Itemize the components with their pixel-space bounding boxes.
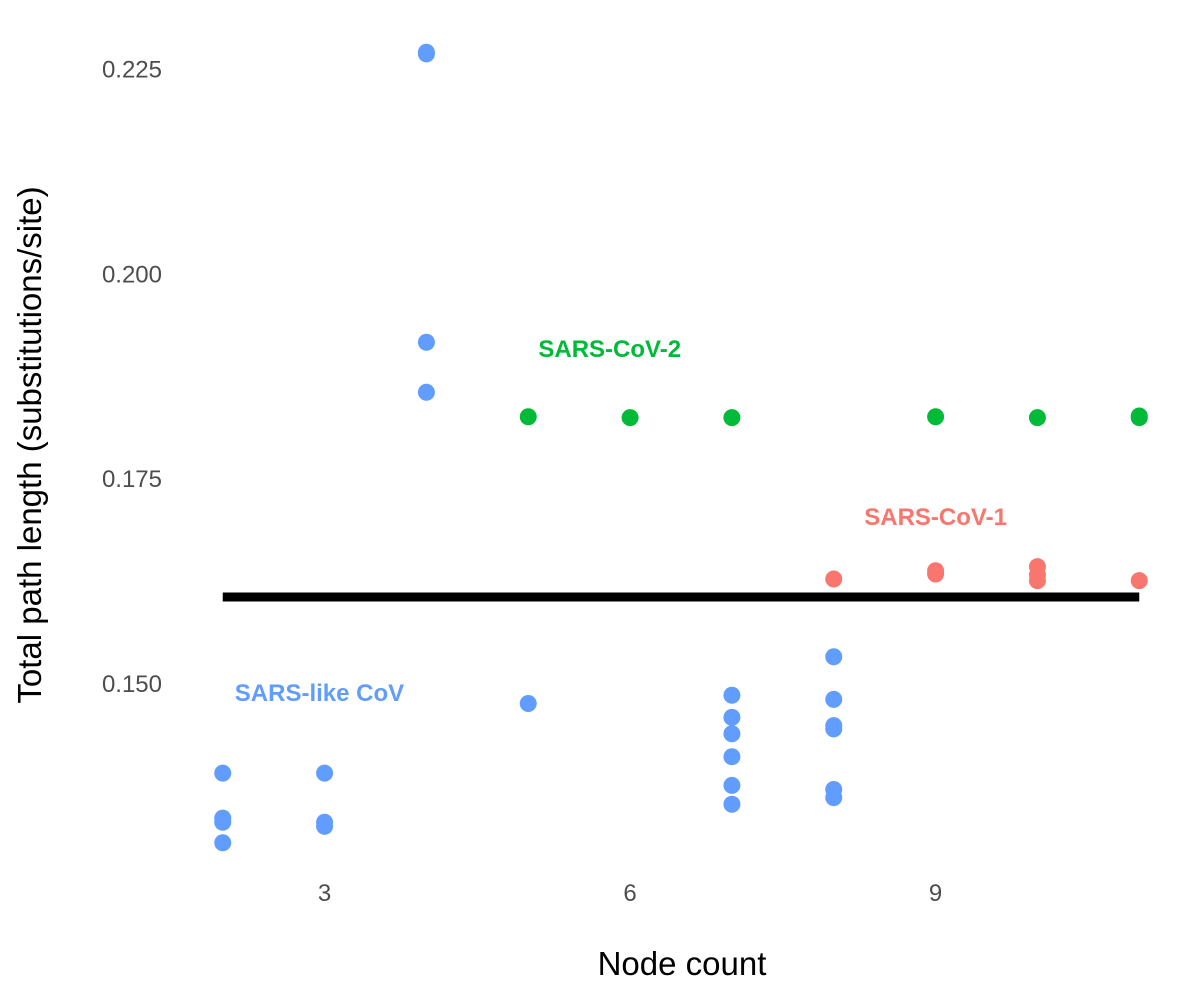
x-tick-labels: 3 6 9	[318, 880, 942, 907]
series-label: SARS-like CoV	[235, 680, 404, 707]
data-point	[825, 690, 843, 708]
data-point	[723, 748, 741, 766]
data-point	[316, 764, 334, 782]
data-points	[214, 43, 1148, 852]
data-point	[723, 708, 741, 726]
data-point	[417, 383, 435, 401]
data-point	[417, 45, 435, 63]
data-point	[417, 333, 435, 351]
data-point	[519, 408, 537, 426]
data-point	[825, 570, 843, 588]
data-point	[723, 725, 741, 743]
data-point	[214, 834, 232, 852]
series-labels: SARS-like CoV SARS-CoV-2 SARS-CoV-1	[235, 336, 1007, 707]
data-point	[723, 795, 741, 813]
series-label: SARS-CoV-2	[538, 336, 681, 363]
x-tick-label: 9	[929, 880, 942, 907]
data-point	[723, 776, 741, 794]
series-label: SARS-CoV-1	[864, 504, 1007, 531]
x-tick-label: 6	[623, 880, 636, 907]
data-point	[214, 813, 232, 831]
x-tick-label: 3	[318, 880, 331, 907]
data-point	[723, 409, 741, 427]
y-tick-label: 0.200	[102, 261, 162, 288]
data-point	[519, 694, 537, 712]
y-tick-label: 0.225	[102, 57, 162, 84]
data-point	[214, 764, 232, 782]
x-axis-title: Node count	[598, 945, 767, 982]
data-point	[927, 408, 945, 426]
data-point	[621, 409, 639, 427]
data-point	[316, 817, 334, 835]
data-point	[1028, 572, 1046, 590]
data-point	[927, 565, 945, 583]
data-point	[1130, 572, 1148, 590]
y-tick-labels: 0.150 0.175 0.200 0.225	[102, 57, 162, 698]
y-tick-label: 0.175	[102, 466, 162, 493]
data-point	[723, 686, 741, 704]
y-tick-label: 0.150	[102, 671, 162, 698]
data-point	[825, 648, 843, 666]
data-point	[1028, 409, 1046, 427]
y-axis-title: Total path length (substitutions/site)	[11, 186, 48, 703]
data-point	[825, 789, 843, 807]
data-point	[1130, 409, 1148, 427]
data-point	[825, 720, 843, 738]
